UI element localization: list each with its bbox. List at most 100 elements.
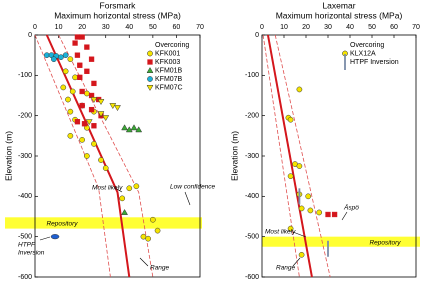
legend-title: Overcoring [350,42,384,49]
point [325,211,331,218]
point [74,119,81,125]
x-tick-label: 20 [302,24,310,31]
point [298,205,305,212]
point [125,126,133,133]
y-tick-label: -100 [18,72,32,79]
point [43,52,50,59]
point [77,62,83,68]
legend-marker [146,66,154,73]
x-tick-label: 70 [412,24,420,31]
x-axis-title: Maximum horizontal stress (MPa) [54,10,181,20]
point [121,208,129,215]
annotation-pointer [39,236,51,241]
point [331,211,338,218]
point [97,99,105,106]
point [88,56,95,62]
point [62,52,69,59]
y-tick-label: -300 [245,153,259,160]
y-tick-label: -200 [18,113,32,120]
x-tick-label: 30 [324,24,332,31]
point [287,173,294,180]
legend-label: KFM07C [155,84,183,91]
point [91,123,97,129]
point [154,227,161,234]
annotation-pointer [292,257,301,267]
point [65,96,71,103]
range-line [34,34,111,278]
band-label: Repository [369,240,401,247]
y-tick-label: -300 [18,153,32,160]
point [298,251,305,258]
point [121,124,129,131]
point [67,56,74,63]
annotation-pointer [341,211,348,221]
legend-label: KFK003 [155,59,180,66]
y-tick-label: -500 [18,234,32,241]
point [97,111,105,118]
point [79,137,85,143]
point [91,80,97,87]
legend-label: KFM07B [155,76,183,83]
point [114,105,121,112]
annotation-pointer [292,231,307,238]
y-axis-title: Elevation (m) [229,131,239,181]
point [77,74,83,80]
legend-marker [146,85,154,92]
x-axis-title: Maximum horizontal stress (MPa) [276,10,403,20]
legend-marker [147,59,153,65]
point [79,34,85,40]
point [67,132,74,139]
point [296,86,303,93]
point [135,126,143,133]
annotation: Most likely [265,229,296,236]
y-tick-label: -200 [245,113,259,120]
point [81,121,88,127]
y-tick-label: -400 [245,193,259,200]
x-tick-label: 60 [173,24,181,31]
annotation-pointer [114,187,123,193]
y-axis-title: Elevation (m) [3,131,13,181]
point [102,165,109,171]
x-tick-label: 40 [125,24,133,31]
point [287,225,294,232]
x-tick-label: 70 [196,24,204,31]
point [126,185,133,192]
y-tick-label: -600 [18,274,32,281]
point [84,153,90,159]
annotation: Äspö [343,204,359,212]
x-tick-label: 50 [368,24,376,31]
point [62,68,69,75]
point [327,240,329,257]
legend-marker [344,54,346,70]
legend-label: KFK001 [155,50,180,57]
point [72,74,78,81]
annotation: Range [150,265,170,272]
point [307,207,314,214]
point [69,88,76,95]
x-tick-label: 40 [346,24,354,31]
point [58,54,64,61]
range-line [274,34,331,278]
point [145,235,151,242]
legend-label: KLX12A [350,50,376,57]
point [305,193,312,200]
point [88,106,95,113]
point [84,90,90,97]
x-tick-label: 10 [55,24,63,31]
panel-title: Forsmark [100,0,137,10]
legend-marker [147,76,153,82]
x-tick-label: 30 [102,24,110,31]
y-tick-label: -600 [245,274,259,281]
repository-band [262,236,420,247]
x-tick-label: 10 [280,24,288,31]
x-tick-label: 20 [78,24,86,31]
point [84,44,90,50]
y-tick-label: 0 [28,32,32,39]
point [84,68,90,74]
legend-title: Overcoring [155,42,189,49]
x-tick-label: 0 [33,24,37,31]
y-tick-label: -400 [18,193,32,200]
legend-label: HTPF Inversion [350,59,399,66]
y-tick-label: -500 [245,234,259,241]
